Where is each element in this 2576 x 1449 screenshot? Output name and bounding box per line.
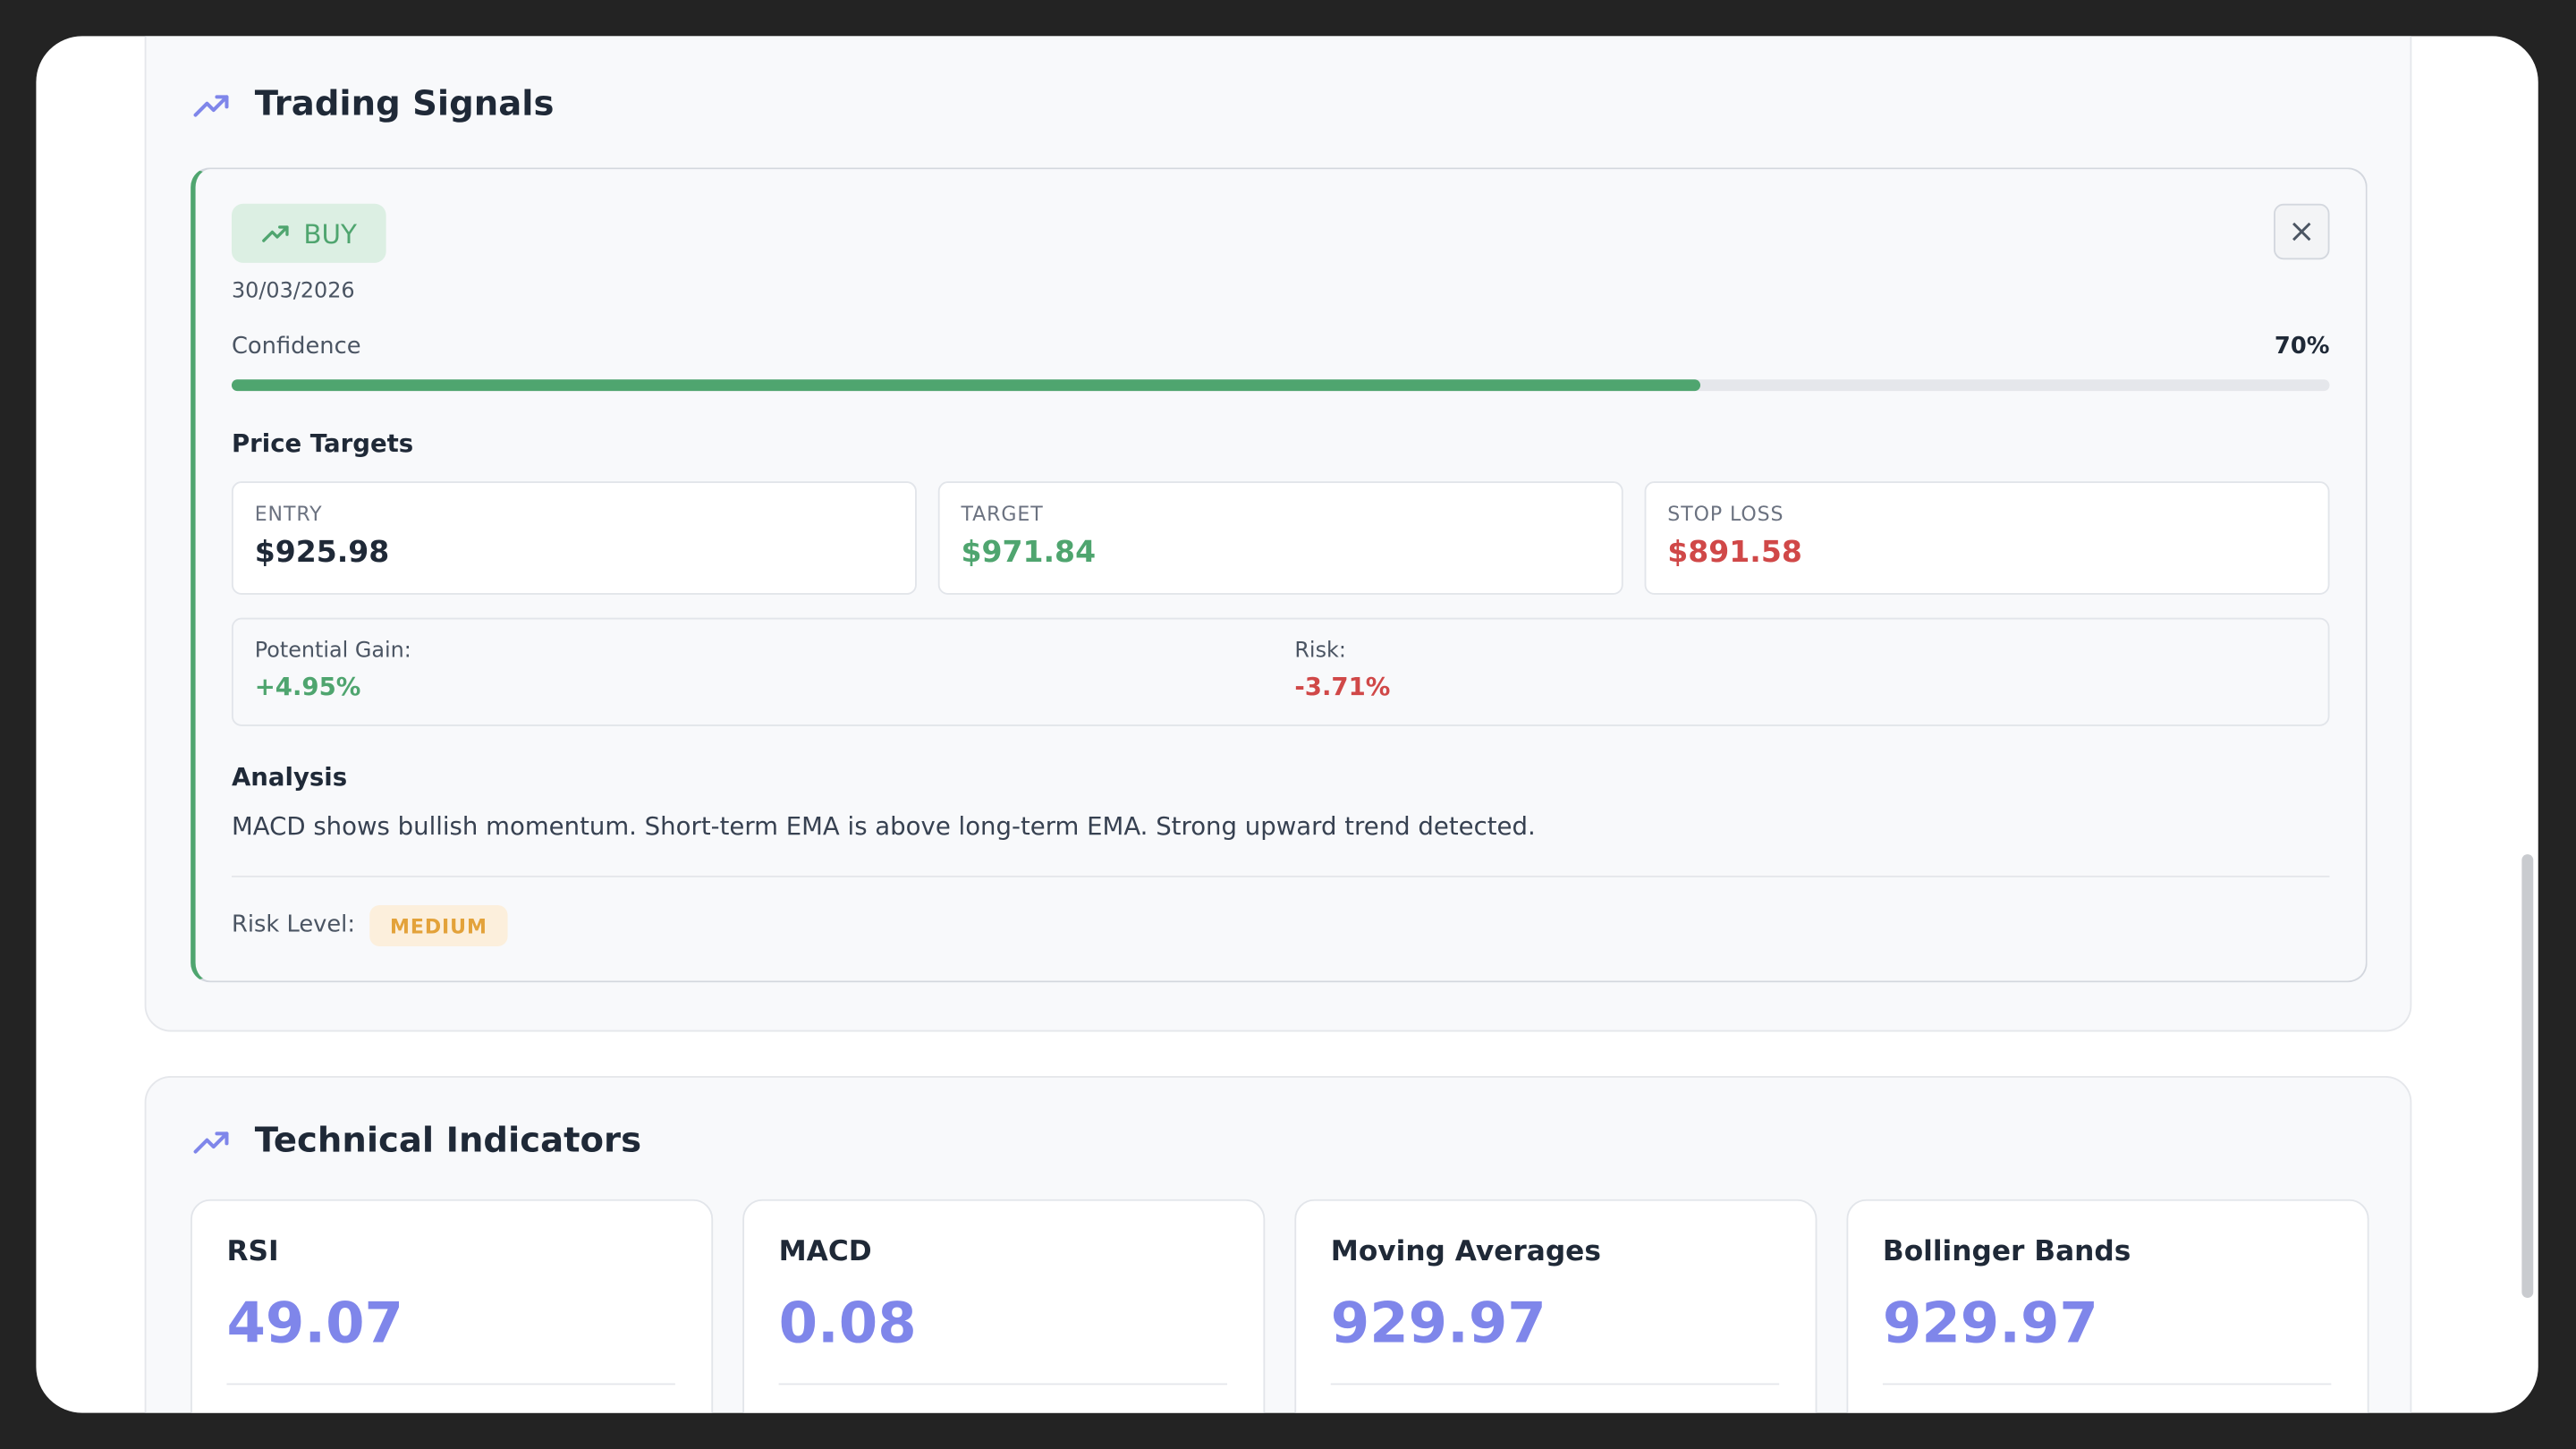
indicator-value: 929.97 bbox=[1330, 1291, 1546, 1358]
analysis-text: MACD shows bullish momentum. Short-term … bbox=[231, 811, 1536, 842]
action-badge: BUY bbox=[231, 203, 386, 263]
analysis-title: Analysis bbox=[231, 762, 348, 792]
indicator-name: MACD bbox=[778, 1235, 872, 1268]
separator bbox=[778, 1383, 1228, 1385]
indicator-card bbox=[1846, 1199, 2369, 1413]
scrollbar[interactable] bbox=[2521, 854, 2534, 1299]
section-title: Trading Signals bbox=[254, 83, 555, 123]
indicator-name: Moving Averages bbox=[1330, 1235, 1601, 1268]
indicator-value: 929.97 bbox=[1882, 1291, 2098, 1358]
confidence-label: Confidence bbox=[231, 333, 361, 360]
risk-label: Risk: bbox=[1294, 639, 1346, 665]
target-box bbox=[231, 481, 917, 595]
indicator-value: 49.07 bbox=[226, 1291, 404, 1358]
signal-date: 30/03/2026 bbox=[231, 279, 355, 304]
indicator-name: Bollinger Bands bbox=[1882, 1235, 2131, 1268]
target-label: STOP LOSS bbox=[1667, 503, 1784, 526]
indicator-name: RSI bbox=[226, 1235, 279, 1268]
target-value: $891.58 bbox=[1667, 535, 1802, 571]
gain-risk-box bbox=[231, 617, 2330, 726]
gain-value: +4.95% bbox=[254, 672, 361, 702]
target-box bbox=[937, 481, 1623, 595]
risk-value: -3.71% bbox=[1294, 672, 1391, 702]
risk-level-label: Risk Level: bbox=[231, 911, 355, 938]
confidence-bar bbox=[231, 379, 1700, 392]
action: BUY bbox=[303, 217, 358, 250]
trend-icon bbox=[261, 225, 289, 242]
separator bbox=[226, 1383, 675, 1385]
separator bbox=[231, 875, 2330, 877]
separator bbox=[1330, 1383, 1780, 1385]
indicator-card bbox=[742, 1199, 1266, 1413]
target-box bbox=[1644, 481, 2330, 595]
gain-label: Potential Gain: bbox=[254, 639, 411, 665]
trend-icon bbox=[193, 1131, 229, 1154]
confidence-track bbox=[231, 379, 2330, 392]
indicator-card bbox=[191, 1199, 714, 1413]
target-value: $971.84 bbox=[961, 535, 1097, 571]
window: Trading Signals BUY 30/03/2026 Confidenc… bbox=[36, 36, 2538, 1413]
section-title: Technical Indicators bbox=[254, 1120, 642, 1160]
confidence-value: 70% bbox=[2274, 333, 2330, 360]
target-value: $925.98 bbox=[254, 535, 390, 571]
target-label: TARGET bbox=[961, 503, 1044, 526]
indicator-value: 0.08 bbox=[778, 1291, 917, 1358]
close-button[interactable] bbox=[2274, 203, 2330, 260]
trend-icon bbox=[193, 95, 229, 117]
indicator-card bbox=[1294, 1199, 1818, 1413]
close-icon bbox=[2292, 222, 2311, 242]
separator bbox=[1882, 1383, 2332, 1385]
price-targets-title: Price Targets bbox=[231, 428, 414, 459]
risk-level-badge: MEDIUM bbox=[369, 905, 508, 946]
target-label: ENTRY bbox=[254, 503, 323, 526]
